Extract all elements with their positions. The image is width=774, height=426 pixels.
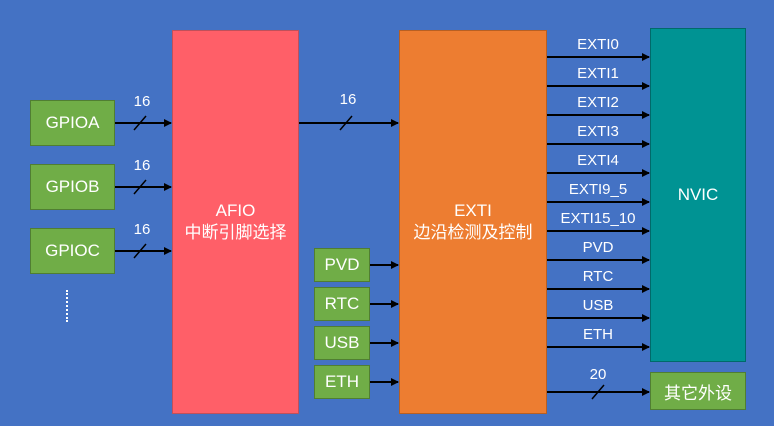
nvic-line-label: ETH [583, 326, 613, 343]
gpio-block-gpioa: GPIOA [30, 100, 115, 146]
input-block-pvd: PVD [314, 248, 370, 282]
input-label: PVD [324, 255, 360, 274]
gpio-block-gpiob: GPIOB [30, 164, 115, 210]
nvic-line-label: PVD [582, 239, 614, 256]
input-block-usb: USB [314, 326, 370, 360]
bus-slash [133, 243, 147, 259]
more-gpio-ellipsis [66, 290, 72, 322]
gpioc-bus-width: 16 [133, 221, 151, 238]
gpio-label: GPIOA [45, 113, 100, 132]
gpio-label: GPIOB [45, 177, 100, 196]
exti-block: EXTI 边沿检测及控制 [399, 30, 547, 414]
nvic-line-label: EXTI4 [577, 152, 619, 169]
afio-title: AFIO [215, 201, 256, 220]
afio-block: AFIO 中断引脚选择 [172, 30, 299, 414]
nvic-line-label: EXTI9_5 [568, 181, 628, 198]
nvic-line-label: EXTI2 [577, 94, 619, 111]
input-label: ETH [325, 372, 359, 391]
bus-slash [339, 115, 353, 131]
gpiob-bus-width: 16 [133, 157, 151, 174]
input-block-rtc: RTC [314, 287, 370, 321]
nvic-line-label: EXTI15_10 [560, 210, 636, 227]
other-bus-width: 20 [589, 366, 607, 383]
nvic-line-label: USB [582, 297, 614, 314]
nvic-title: NVIC [677, 185, 719, 204]
nvic-line-label: EXTI0 [577, 36, 619, 53]
bus-slash [591, 384, 605, 400]
gpio-block-gpioc: GPIOC [30, 228, 115, 274]
exti-to-nvic-wires [547, 53, 650, 351]
nvic-line-label: EXTI1 [577, 65, 619, 82]
other-peripherals-block: 其它外设 [650, 372, 746, 410]
input-label: RTC [324, 294, 360, 313]
nvic-block: NVIC [650, 28, 746, 362]
bus-slash [133, 179, 147, 195]
exti-title: EXTI [454, 201, 492, 220]
nvic-line-label: EXTI3 [577, 123, 619, 140]
input-label: USB [324, 333, 360, 352]
other-peripherals-label: 其它外设 [664, 383, 732, 403]
gpio-label: GPIOC [45, 241, 100, 260]
nvic-line-label: RTC [582, 268, 614, 285]
gpioa-bus-width: 16 [133, 93, 151, 110]
afio-exti-bus-width: 16 [339, 91, 357, 108]
exti-subtitle: 边沿检测及控制 [413, 223, 533, 242]
input-block-eth: ETH [314, 365, 370, 399]
afio-subtitle: 中断引脚选择 [184, 223, 287, 242]
bus-slash [133, 115, 147, 131]
